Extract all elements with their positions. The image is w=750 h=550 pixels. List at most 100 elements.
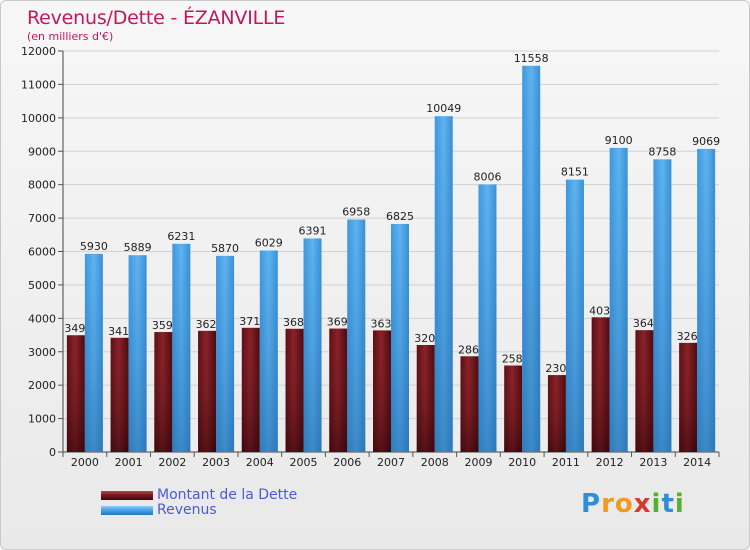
y-tick-label: 10000 [21, 112, 56, 125]
data-label-revenus: 6391 [299, 224, 327, 237]
data-label-revenus: 11558 [514, 52, 549, 65]
data-label-revenus: 10049 [426, 102, 461, 115]
data-label-revenus: 8006 [473, 170, 501, 183]
x-tick-label: 2013 [639, 456, 667, 469]
legend-label-dette: Montant de la Dette [157, 487, 298, 503]
data-label-dette: 320 [414, 332, 435, 345]
bar-dette-shade [460, 356, 479, 452]
bar-revenus-shade [653, 159, 672, 452]
data-label-revenus: 5930 [80, 240, 108, 253]
x-tick-label: 2006 [333, 456, 361, 469]
x-tick-label: 2007 [377, 456, 405, 469]
data-label-dette: 403 [589, 304, 610, 317]
bar-dette-shade [154, 332, 173, 452]
bar-dette-shade [285, 328, 304, 452]
x-tick-label: 2009 [464, 456, 492, 469]
legend-label-revenus: Revenus [157, 502, 217, 518]
bar-dette-shade [504, 365, 523, 452]
y-tick-label: 6000 [28, 246, 56, 259]
y-tick-label: 2000 [28, 379, 56, 392]
bar-dette-shade [66, 335, 85, 452]
y-tick-label: 8000 [28, 179, 56, 192]
bar-revenus-shade [216, 255, 235, 452]
y-tick-label: 7000 [28, 212, 56, 225]
bar-revenus-shade [172, 243, 191, 452]
bar-revenus-shade [84, 253, 103, 452]
data-label-dette: 230 [545, 362, 566, 375]
data-label-dette: 368 [283, 316, 304, 329]
data-label-dette: 326 [677, 330, 698, 343]
bar-revenus-shade [522, 65, 541, 452]
legend-swatch-dette [101, 491, 153, 500]
bar-dette-shade [635, 330, 654, 452]
proxiti-logo: Proxiti [581, 489, 685, 519]
x-tick-label: 2014 [683, 456, 711, 469]
y-tick-label: 4000 [28, 312, 56, 325]
bar-dette-shade [241, 327, 260, 452]
logo-letter: r [601, 489, 615, 519]
x-tick-label: 2011 [552, 456, 580, 469]
bar-revenus-shade [609, 147, 628, 453]
logo-letter: P [581, 489, 602, 519]
data-label-revenus: 5889 [124, 241, 152, 254]
logo-letter: o [614, 489, 634, 519]
y-tick-label: 5000 [28, 279, 56, 292]
data-label-dette: 359 [152, 319, 173, 332]
x-tick-label: 2008 [421, 456, 449, 469]
data-label-dette: 362 [196, 318, 217, 331]
bar-dette-shade [373, 330, 391, 452]
bar-revenus-shade [391, 223, 409, 452]
data-label-revenus: 8758 [648, 145, 676, 158]
x-tick-label: 2001 [115, 456, 143, 469]
bar-revenus-shade [259, 250, 278, 452]
data-label-revenus: 6825 [386, 210, 414, 223]
data-label-revenus: 8151 [561, 166, 589, 179]
bar-dette-shade [329, 328, 348, 452]
chart-title: Revenus/Dette - ÉZANVILLE [27, 7, 286, 29]
bar-dette-shade [679, 342, 698, 452]
data-label-revenus: 6029 [255, 237, 283, 250]
data-label-revenus: 6231 [167, 230, 195, 243]
bar-revenus-shade [347, 219, 366, 452]
data-label-dette: 371 [239, 315, 260, 328]
bar-revenus-shade [478, 184, 497, 452]
chart-subtitle: (en milliers d'€) [27, 30, 114, 43]
data-label-revenus: 9069 [692, 135, 720, 148]
x-tick-label: 2000 [71, 456, 99, 469]
data-label-revenus: 6958 [342, 205, 370, 218]
data-label-dette: 341 [108, 325, 129, 338]
data-label-dette: 363 [371, 317, 392, 330]
data-label-dette: 349 [64, 322, 85, 335]
bar-revenus-shade [697, 148, 716, 452]
y-tick-label: 0 [49, 446, 56, 459]
bar-revenus-shade [565, 179, 584, 453]
y-tick-label: 3000 [28, 346, 56, 359]
bar-revenus-shade [303, 238, 322, 452]
y-tick-label: 11000 [21, 78, 56, 91]
logo-letter: i [651, 489, 662, 519]
y-tick-label: 12000 [21, 45, 56, 58]
bar-dette-shade [547, 375, 566, 452]
data-label-dette: 369 [327, 316, 348, 329]
y-tick-label: 1000 [28, 413, 56, 426]
data-label-dette: 364 [633, 317, 654, 330]
x-tick-label: 2004 [246, 456, 274, 469]
data-label-revenus: 5870 [211, 242, 239, 255]
x-tick-label: 2010 [508, 456, 536, 469]
bar-revenus-shade [434, 116, 453, 452]
data-label-dette: 258 [502, 353, 523, 366]
logo-letter: x [633, 489, 652, 519]
bar-dette-shade [110, 337, 129, 452]
legend-swatch-revenus [101, 506, 153, 515]
bar-dette-shade [198, 330, 217, 452]
data-label-revenus: 9100 [605, 134, 633, 147]
logo-letter: t [661, 489, 675, 519]
bar-dette-shade [591, 317, 610, 452]
bar-dette-shade [416, 344, 435, 452]
x-tick-label: 2003 [202, 456, 230, 469]
logo-letter: i [674, 489, 685, 519]
bar-revenus-shade [128, 255, 147, 452]
x-tick-label: 2012 [596, 456, 624, 469]
